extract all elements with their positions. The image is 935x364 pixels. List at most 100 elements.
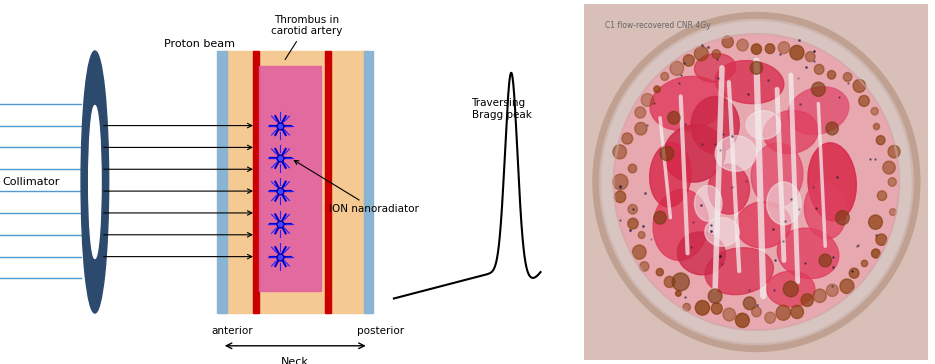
- Ellipse shape: [705, 218, 740, 246]
- Circle shape: [814, 64, 824, 74]
- Text: Neck: Neck: [281, 357, 309, 364]
- Ellipse shape: [653, 189, 709, 260]
- Ellipse shape: [808, 143, 856, 221]
- Circle shape: [827, 284, 839, 297]
- Circle shape: [723, 308, 736, 321]
- Ellipse shape: [89, 106, 101, 258]
- Ellipse shape: [767, 182, 801, 225]
- Circle shape: [661, 72, 669, 80]
- Circle shape: [722, 36, 733, 48]
- Circle shape: [612, 145, 626, 159]
- Circle shape: [871, 249, 880, 258]
- Circle shape: [695, 46, 708, 61]
- Ellipse shape: [664, 125, 726, 182]
- Ellipse shape: [751, 143, 803, 207]
- Circle shape: [683, 303, 690, 311]
- Circle shape: [668, 111, 680, 124]
- Ellipse shape: [650, 143, 691, 207]
- Circle shape: [861, 260, 868, 267]
- Circle shape: [654, 86, 660, 92]
- Circle shape: [660, 146, 674, 161]
- Circle shape: [791, 305, 803, 318]
- Circle shape: [888, 178, 897, 186]
- Circle shape: [750, 62, 763, 74]
- Circle shape: [843, 72, 852, 82]
- Ellipse shape: [691, 96, 740, 154]
- Circle shape: [805, 52, 815, 62]
- Circle shape: [627, 218, 639, 229]
- Circle shape: [752, 307, 761, 317]
- Circle shape: [871, 107, 878, 115]
- Circle shape: [672, 273, 689, 291]
- Bar: [364, 51, 373, 313]
- Text: anterior: anterior: [211, 326, 252, 336]
- Circle shape: [883, 161, 895, 174]
- Text: Thrombus in
carotid artery: Thrombus in carotid artery: [271, 15, 342, 60]
- Circle shape: [876, 234, 887, 245]
- Circle shape: [712, 303, 722, 314]
- Circle shape: [790, 46, 804, 60]
- Ellipse shape: [736, 202, 791, 248]
- Circle shape: [765, 312, 775, 323]
- Circle shape: [853, 79, 866, 92]
- Circle shape: [708, 289, 722, 303]
- Bar: [259, 66, 321, 291]
- Circle shape: [876, 135, 885, 145]
- Circle shape: [622, 133, 633, 144]
- Circle shape: [613, 34, 899, 330]
- Circle shape: [639, 232, 645, 238]
- Ellipse shape: [715, 60, 784, 104]
- Circle shape: [888, 145, 900, 158]
- Circle shape: [752, 44, 761, 54]
- Ellipse shape: [695, 54, 736, 82]
- Circle shape: [632, 245, 646, 259]
- Circle shape: [600, 20, 913, 344]
- Circle shape: [676, 290, 681, 296]
- Circle shape: [656, 268, 664, 276]
- Circle shape: [635, 107, 646, 118]
- Circle shape: [628, 205, 638, 214]
- Text: Proton beam: Proton beam: [164, 39, 235, 49]
- Text: Collimator: Collimator: [2, 177, 60, 187]
- Bar: [222, 51, 368, 313]
- Circle shape: [628, 164, 637, 173]
- Ellipse shape: [767, 271, 815, 307]
- Circle shape: [813, 289, 827, 302]
- Ellipse shape: [677, 232, 726, 275]
- Circle shape: [812, 82, 826, 96]
- Ellipse shape: [763, 111, 818, 154]
- Circle shape: [778, 41, 790, 54]
- Circle shape: [743, 297, 755, 310]
- Text: ION nanoradiator: ION nanoradiator: [295, 161, 419, 214]
- Ellipse shape: [650, 76, 726, 131]
- Ellipse shape: [746, 111, 781, 139]
- Circle shape: [873, 123, 880, 130]
- Text: Traversing
Bragg peak: Traversing Bragg peak: [471, 98, 531, 120]
- Circle shape: [784, 281, 798, 297]
- Circle shape: [801, 294, 813, 306]
- Ellipse shape: [788, 87, 849, 135]
- Circle shape: [640, 262, 649, 271]
- Circle shape: [712, 50, 721, 59]
- Circle shape: [641, 94, 654, 106]
- Circle shape: [827, 71, 836, 79]
- Circle shape: [614, 191, 626, 203]
- Circle shape: [889, 209, 897, 215]
- Circle shape: [858, 95, 870, 106]
- Circle shape: [840, 279, 854, 293]
- Circle shape: [869, 215, 883, 229]
- Circle shape: [849, 268, 859, 278]
- Circle shape: [776, 305, 790, 320]
- Circle shape: [736, 313, 749, 328]
- Text: C1 flow-recovered CNR 4Gy: C1 flow-recovered CNR 4Gy: [605, 21, 711, 31]
- Circle shape: [696, 300, 710, 315]
- Bar: [217, 51, 226, 313]
- Circle shape: [819, 254, 831, 267]
- Circle shape: [826, 122, 839, 135]
- Ellipse shape: [705, 248, 773, 295]
- Circle shape: [664, 276, 675, 288]
- Circle shape: [683, 55, 695, 66]
- Circle shape: [670, 61, 683, 75]
- Circle shape: [877, 191, 886, 201]
- Text: posterior: posterior: [356, 326, 404, 336]
